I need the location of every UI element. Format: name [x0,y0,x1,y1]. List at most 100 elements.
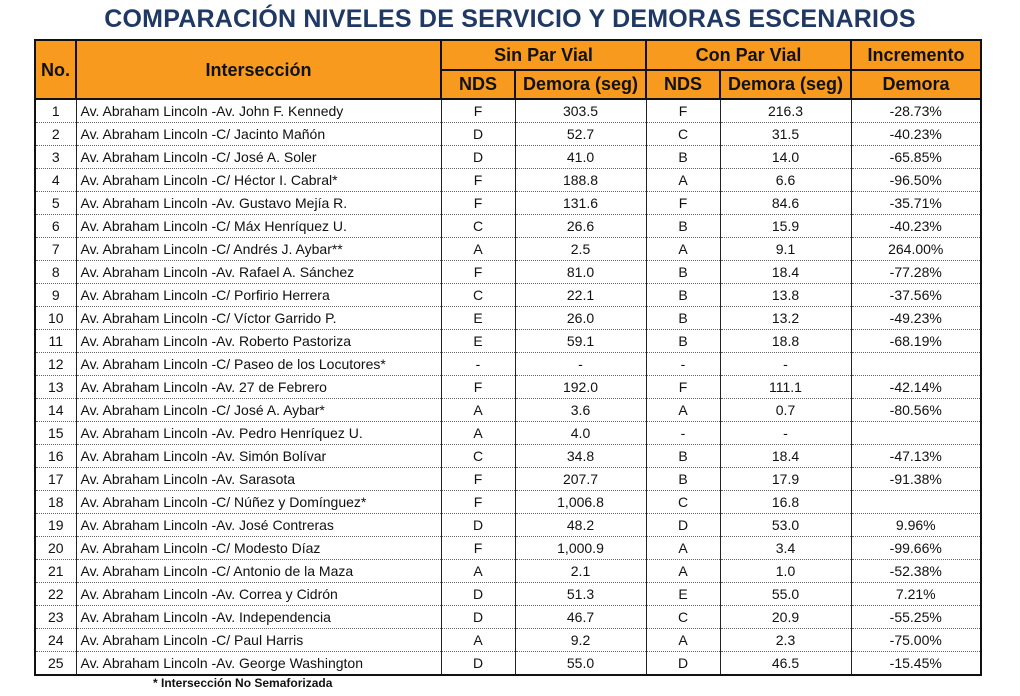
cell-demora-con: 9.1 [719,237,852,261]
cell-demora-con: 55.0 [719,582,852,606]
cell-demora-sin: 48.2 [514,513,647,537]
cell-no: 5 [34,191,77,215]
cell-incremento: -47.13% [850,444,982,468]
cell-nds-con: B [645,214,721,238]
cell-interseccion: Av. Abraham Lincoln -Av. José Contreras [75,513,442,537]
cell-demora-con: 0.7 [719,398,852,422]
cell-demora-sin: 59.1 [514,329,647,353]
cell-no: 2 [34,122,77,146]
cell-interseccion: Av. Abraham Lincoln -Av. Roberto Pastori… [75,329,442,353]
table-row: 8 Av. Abraham Lincoln -Av. Rafael A. Sánc… [34,260,982,284]
cell-interseccion: Av. Abraham Lincoln -C/ José A. Aybar* [75,398,442,422]
cell-nds-con: - [645,352,721,376]
cell-nds-sin: E [440,329,516,353]
cell-no: 4 [34,168,77,192]
cell-demora-sin: 34.8 [514,444,647,468]
cell-incremento: -49.23% [850,306,982,330]
cell-nds-sin: A [440,559,516,583]
cell-demora-sin: 51.3 [514,582,647,606]
cell-interseccion: Av. Abraham Lincoln -Av. Gustavo Mejía R… [75,191,442,215]
cell-incremento: -80.56% [850,398,982,422]
cell-interseccion: Av. Abraham Lincoln -C/ Modesto Díaz [75,536,442,560]
cell-nds-con: B [645,306,721,330]
table-row: 11 Av. Abraham Lincoln -Av. Roberto Pasto… [34,329,982,353]
cell-incremento: -28.73% [850,98,982,123]
cell-interseccion: Av. Abraham Lincoln -C/ Paseo de los Loc… [75,352,442,376]
table-body: 1 Av. Abraham Lincoln -Av. John F. Kenned… [34,98,982,676]
cell-incremento: -99.66% [850,536,982,560]
table-row: 25 Av. Abraham Lincoln -Av. George Washin… [34,651,982,676]
cell-nds-con: B [645,260,721,284]
table-row: 15 Av. Abraham Lincoln -Av. Pedro Henríqu… [34,421,982,445]
cell-demora-con: 53.0 [719,513,852,537]
cell-nds-sin: F [440,490,516,514]
cell-nds-sin: C [440,214,516,238]
cell-no: 19 [34,513,77,537]
cell-demora-sin: 26.6 [514,214,647,238]
table-row: 2 Av. Abraham Lincoln -C/ Jacinto Mañón D 5… [34,122,982,146]
comparison-table: No. Intersección Sin Par Vial Con Par Vi… [34,39,982,676]
table-row: 16 Av. Abraham Lincoln -Av. Simón Bolívar… [34,444,982,468]
cell-no: 6 [34,214,77,238]
cell-interseccion: Av. Abraham Lincoln -C/ Víctor Garrido P… [75,306,442,330]
cell-no: 23 [34,605,77,629]
cell-interseccion: Av. Abraham Lincoln -C/ Máx Henríquez U. [75,214,442,238]
cell-demora-con: 31.5 [719,122,852,146]
cell-nds-sin: F [440,375,516,399]
table-row: 12 Av. Abraham Lincoln -C/ Paseo de los L… [34,352,982,376]
cell-nds-sin: F [440,260,516,284]
cell-demora-sin: 22.1 [514,283,647,307]
cell-no: 10 [34,306,77,330]
cell-nds-sin: D [440,122,516,146]
cell-no: 18 [34,490,77,514]
cell-demora-con: 2.3 [719,628,852,652]
cell-nds-sin: F [440,467,516,491]
table-row: 19 Av. Abraham Lincoln -Av. José Contrera… [34,513,982,537]
cell-demora-sin: 188.8 [514,168,647,192]
cell-incremento: -42.14% [850,375,982,399]
cell-no: 16 [34,444,77,468]
cell-nds-con: B [645,329,721,353]
cell-no: 12 [34,352,77,376]
cell-nds-sin: D [440,145,516,169]
table-row: 13 Av. Abraham Lincoln -Av. 27 de Febrero… [34,375,982,399]
table-row: 21 Av. Abraham Lincoln -C/ Antonio de la … [34,559,982,583]
cell-interseccion: Av. Abraham Lincoln -C/ Jacinto Mañón [75,122,442,146]
cell-no: 8 [34,260,77,284]
cell-nds-con: F [645,375,721,399]
header-row-1: No. Intersección Sin Par Vial Con Par Vi… [34,39,982,100]
cell-no: 3 [34,145,77,169]
cell-demora-con: 13.2 [719,306,852,330]
cell-demora-con: 18.4 [719,260,852,284]
cell-demora-con: 111.1 [719,375,852,399]
cell-incremento: -96.50% [850,168,982,192]
cell-demora-con: 46.5 [719,651,852,676]
cell-nds-con: - [645,421,721,445]
cell-nds-con: D [645,651,721,676]
cell-nds-con: A [645,559,721,583]
header-con-par-vial: Con Par Vial [645,39,852,71]
cell-incremento [850,490,982,514]
cell-demora-con: 20.9 [719,605,852,629]
cell-demora-sin: 3.6 [514,398,647,422]
cell-nds-con: A [645,237,721,261]
header-incremento: Incremento [850,39,982,71]
cell-nds-sin: A [440,398,516,422]
cell-incremento: -55.25% [850,605,982,629]
cell-incremento: 264.00% [850,237,982,261]
cell-demora-sin: 2.1 [514,559,647,583]
cell-nds-con: A [645,168,721,192]
cell-demora-sin: 46.7 [514,605,647,629]
cell-nds-con: B [645,467,721,491]
cell-interseccion: Av. Abraham Lincoln -Av. Independencia [75,605,442,629]
header-row-2: NDS Demora (seg) NDS Demora (seg) Demora [35,69,982,100]
cell-nds-con: B [645,283,721,307]
cell-no: 22 [34,582,77,606]
cell-no: 17 [34,467,77,491]
table-row: 18 Av. Abraham Lincoln -C/ Núñez y Domíng… [34,490,982,514]
header-demora-sin: Demora (seg) [514,69,647,100]
cell-incremento: -37.56% [850,283,982,307]
cell-nds-sin: A [440,421,516,445]
cell-nds-sin: C [440,444,516,468]
table-row: 20 Av. Abraham Lincoln -C/ Modesto Díaz F 1… [34,536,982,560]
